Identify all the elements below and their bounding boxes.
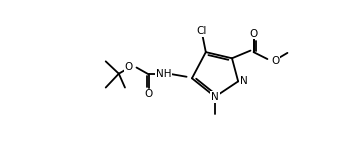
Text: O: O	[125, 62, 133, 72]
Text: Cl: Cl	[197, 26, 207, 36]
Text: O: O	[249, 29, 258, 39]
Text: N: N	[211, 92, 219, 102]
Text: N: N	[240, 76, 248, 86]
Text: NH: NH	[156, 69, 171, 79]
Text: O: O	[145, 90, 153, 99]
Text: O: O	[271, 56, 280, 66]
